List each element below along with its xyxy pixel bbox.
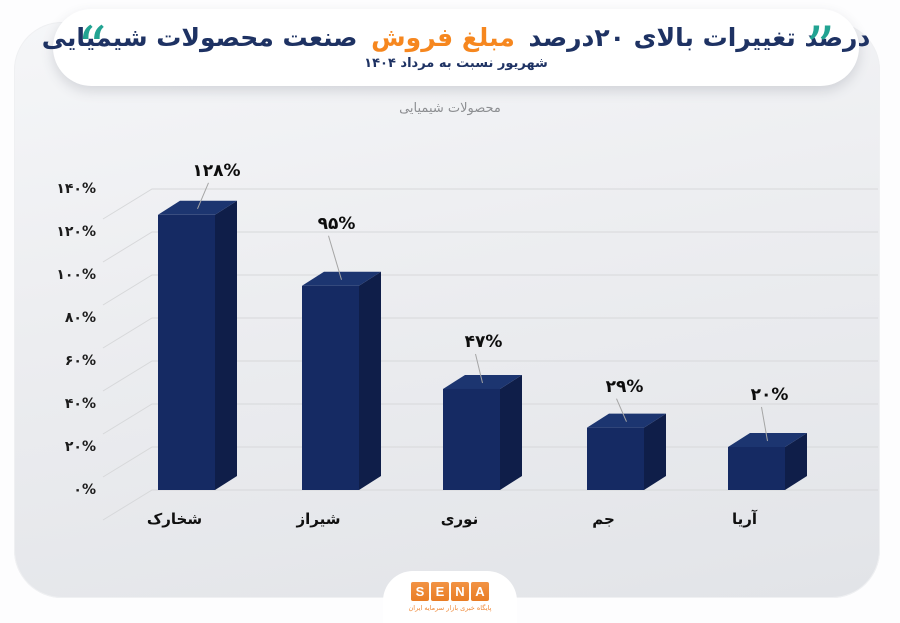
value-leader-line (197, 182, 209, 209)
x-axis-label: نوری (440, 510, 479, 528)
logo-letter-box: A (471, 582, 489, 601)
x-axis-label: آریا (731, 510, 758, 528)
gridline (102, 403, 878, 435)
y-axis-tick: ۸۰% (64, 310, 96, 326)
y-axis-tick: ۴۰% (64, 396, 96, 412)
x-axis-label: شخارک (146, 510, 203, 528)
bar-column (302, 271, 381, 490)
title-tail: صنعت محصولات شیمیایی (41, 23, 358, 53)
value-leader-line (616, 398, 627, 422)
page-title: درصد تغییرات بالای ۲۰درصد مبلغ فروش صنعت… (41, 23, 871, 53)
logo-tagline: پایگاه خبری بازار سرمایه ایران (408, 604, 492, 612)
gridline (102, 489, 878, 521)
bar-side-face (644, 413, 666, 490)
bar-value-label: ۴۷% (464, 331, 503, 352)
bar-side-face (359, 271, 381, 490)
y-axis-tick: ۲۰% (64, 439, 96, 455)
bar-front-face (587, 427, 644, 490)
header: “ ” درصد تغییرات بالای ۲۰درصد مبلغ فروش … (42, 9, 870, 86)
footer-logo-notch (383, 571, 517, 623)
title-lead: درصد تغییرات بالای ۲۰درصد (528, 23, 871, 53)
bar-front-face (158, 214, 215, 491)
title-highlight: مبلغ فروش (371, 23, 515, 53)
y-axis-tick: ۱۴۰% (56, 181, 96, 197)
bar-value-label: ۲۹% (605, 376, 644, 397)
quote-open-icon: “ (77, 14, 107, 82)
logo-letter-box: S (411, 582, 429, 601)
gridline (102, 188, 878, 220)
y-axis-tick: ۱۲۰% (56, 224, 96, 240)
chart-title: محصولات شیمیایی (399, 101, 501, 116)
gridline (102, 360, 878, 392)
value-leader-line (328, 235, 342, 280)
sena-logo: S E N A (411, 582, 489, 601)
bar-value-label: ۲۰% (750, 385, 789, 405)
logo-letter-box: N (451, 582, 469, 601)
x-axis-label: شیراز (296, 510, 341, 528)
bar-side-face (785, 433, 807, 490)
gridline (102, 274, 878, 306)
bar-column (587, 413, 666, 490)
y-axis-tick: ۶۰% (64, 353, 96, 369)
bar-column (158, 200, 237, 491)
bar-side-face (500, 374, 522, 490)
x-axis-label: جم (592, 510, 615, 528)
y-axis-tick: ۱۰۰% (56, 267, 96, 283)
quote-close-icon: ” (805, 14, 835, 82)
gridline (102, 231, 878, 263)
bar-side-face (215, 200, 237, 491)
value-leader-line (761, 406, 768, 442)
value-leader-line (475, 353, 483, 384)
bar-value-label: ۹۵% (317, 213, 356, 234)
logo-letter-box: E (431, 582, 449, 601)
bar-column (728, 433, 807, 490)
bar-value-label: ۱۲۸% (192, 160, 241, 181)
bar-front-face (728, 447, 785, 490)
y-axis-tick: ۰% (73, 482, 96, 498)
bar-front-face (443, 388, 500, 490)
bar-column (443, 374, 522, 490)
gridline (102, 317, 878, 349)
bar-front-face (302, 285, 359, 490)
page-subtitle: شهریور نسبت به مرداد ۱۴۰۴ (364, 55, 548, 71)
